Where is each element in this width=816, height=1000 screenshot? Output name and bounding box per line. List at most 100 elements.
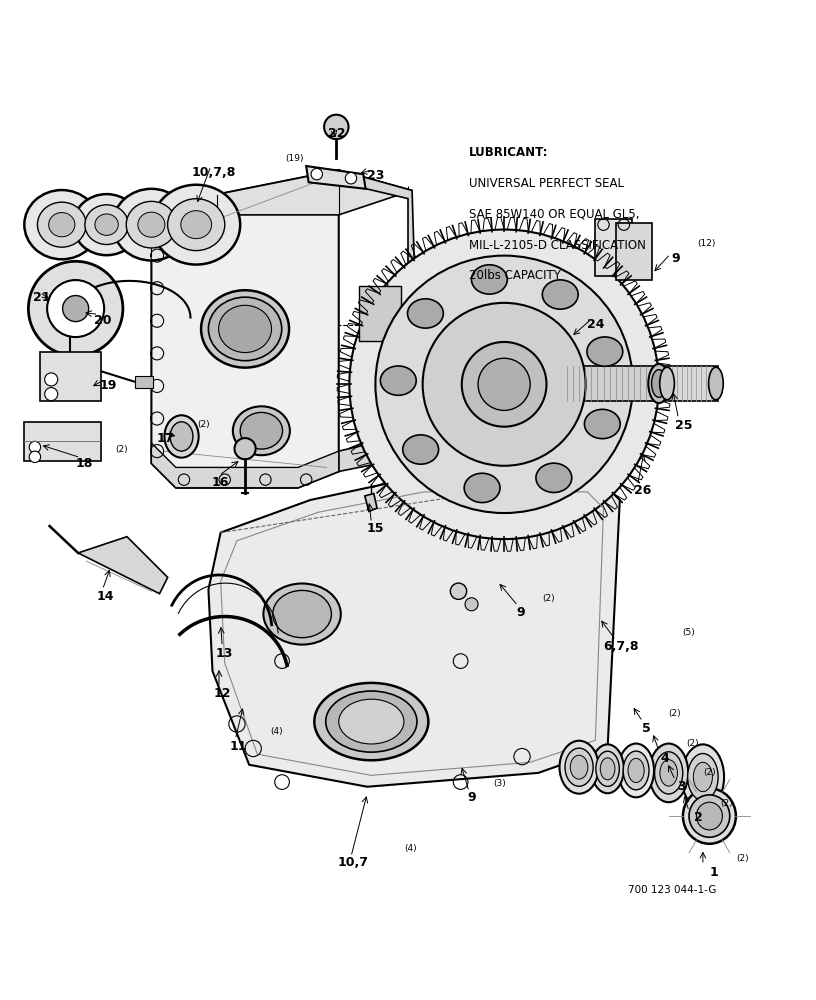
Ellipse shape [543, 280, 579, 309]
Polygon shape [152, 170, 412, 256]
Text: 22: 22 [327, 127, 345, 140]
Ellipse shape [113, 189, 190, 261]
Circle shape [324, 115, 348, 139]
Text: (2): (2) [686, 739, 699, 748]
Circle shape [423, 303, 586, 466]
Ellipse shape [95, 214, 118, 235]
Text: 21: 21 [33, 291, 50, 304]
Text: 5: 5 [642, 722, 651, 735]
Ellipse shape [153, 185, 240, 265]
Text: 18: 18 [75, 457, 92, 470]
Ellipse shape [314, 683, 428, 760]
Ellipse shape [273, 590, 331, 638]
Text: 12: 12 [214, 687, 231, 700]
Ellipse shape [339, 699, 404, 744]
Ellipse shape [138, 212, 165, 237]
Ellipse shape [233, 406, 290, 455]
Text: (19): (19) [285, 154, 304, 163]
Circle shape [234, 438, 255, 459]
Polygon shape [78, 537, 168, 594]
Text: 10,7: 10,7 [337, 856, 368, 869]
Text: 13: 13 [216, 647, 233, 660]
Ellipse shape [24, 190, 100, 259]
Ellipse shape [649, 744, 688, 802]
Circle shape [63, 296, 89, 322]
Ellipse shape [326, 691, 417, 752]
Ellipse shape [201, 290, 289, 368]
Ellipse shape [170, 422, 193, 451]
Polygon shape [152, 443, 339, 488]
Circle shape [29, 451, 41, 463]
Ellipse shape [688, 754, 718, 800]
Ellipse shape [407, 299, 443, 328]
Text: 4: 4 [660, 752, 669, 765]
Bar [135, 376, 153, 388]
Ellipse shape [85, 205, 128, 245]
Ellipse shape [689, 795, 730, 837]
Ellipse shape [696, 802, 722, 830]
Circle shape [29, 441, 41, 453]
Circle shape [345, 173, 357, 184]
Circle shape [29, 261, 123, 356]
Ellipse shape [592, 744, 624, 793]
Text: 9: 9 [516, 606, 525, 619]
Ellipse shape [683, 788, 736, 844]
Circle shape [349, 230, 659, 539]
Text: (2): (2) [703, 768, 716, 777]
Ellipse shape [708, 367, 723, 400]
Ellipse shape [208, 297, 282, 361]
Text: 10,7,8: 10,7,8 [192, 166, 237, 179]
Ellipse shape [565, 748, 593, 786]
Circle shape [465, 598, 478, 611]
Text: 20: 20 [94, 314, 111, 327]
Text: (2): (2) [543, 594, 555, 603]
Ellipse shape [628, 758, 644, 783]
Text: 25: 25 [675, 419, 692, 432]
Ellipse shape [694, 762, 712, 792]
Ellipse shape [165, 415, 198, 458]
Text: (12): (12) [697, 239, 716, 248]
Ellipse shape [587, 337, 623, 366]
Circle shape [45, 373, 58, 386]
Circle shape [375, 256, 633, 513]
Text: 11: 11 [230, 740, 247, 753]
Ellipse shape [181, 211, 211, 239]
Text: 19: 19 [100, 379, 117, 392]
Ellipse shape [126, 201, 176, 248]
Text: 14: 14 [96, 590, 113, 603]
Ellipse shape [264, 583, 341, 645]
Text: 9: 9 [671, 252, 680, 265]
Circle shape [462, 342, 547, 427]
Text: 23: 23 [366, 169, 384, 182]
Polygon shape [596, 219, 632, 276]
Text: SAE 85W140 OR EQUAL GL5,: SAE 85W140 OR EQUAL GL5, [469, 208, 640, 221]
Ellipse shape [403, 435, 438, 464]
Ellipse shape [619, 744, 654, 797]
Circle shape [45, 388, 58, 401]
Polygon shape [339, 170, 420, 471]
Text: MIL-L-2105-D CLASSIFICATION: MIL-L-2105-D CLASSIFICATION [469, 239, 646, 252]
Text: (3): (3) [494, 779, 506, 788]
Text: LUBRICANT:: LUBRICANT: [469, 146, 548, 159]
Polygon shape [616, 223, 652, 280]
Ellipse shape [570, 755, 588, 779]
Text: 2: 2 [694, 811, 703, 824]
Text: (5): (5) [682, 628, 695, 637]
Text: 15: 15 [366, 522, 384, 535]
Ellipse shape [38, 202, 86, 247]
Bar [664, 366, 717, 401]
Text: 16: 16 [212, 476, 229, 489]
Text: 3: 3 [677, 780, 686, 793]
Circle shape [47, 280, 104, 337]
Ellipse shape [584, 409, 620, 439]
Ellipse shape [681, 744, 724, 810]
Polygon shape [208, 476, 620, 787]
Ellipse shape [654, 752, 683, 794]
Bar [24, 422, 101, 461]
Text: 9: 9 [468, 791, 476, 804]
Ellipse shape [660, 760, 677, 786]
Text: (4): (4) [270, 727, 283, 736]
Ellipse shape [240, 412, 282, 449]
Circle shape [478, 358, 530, 410]
Text: 1: 1 [710, 866, 719, 879]
